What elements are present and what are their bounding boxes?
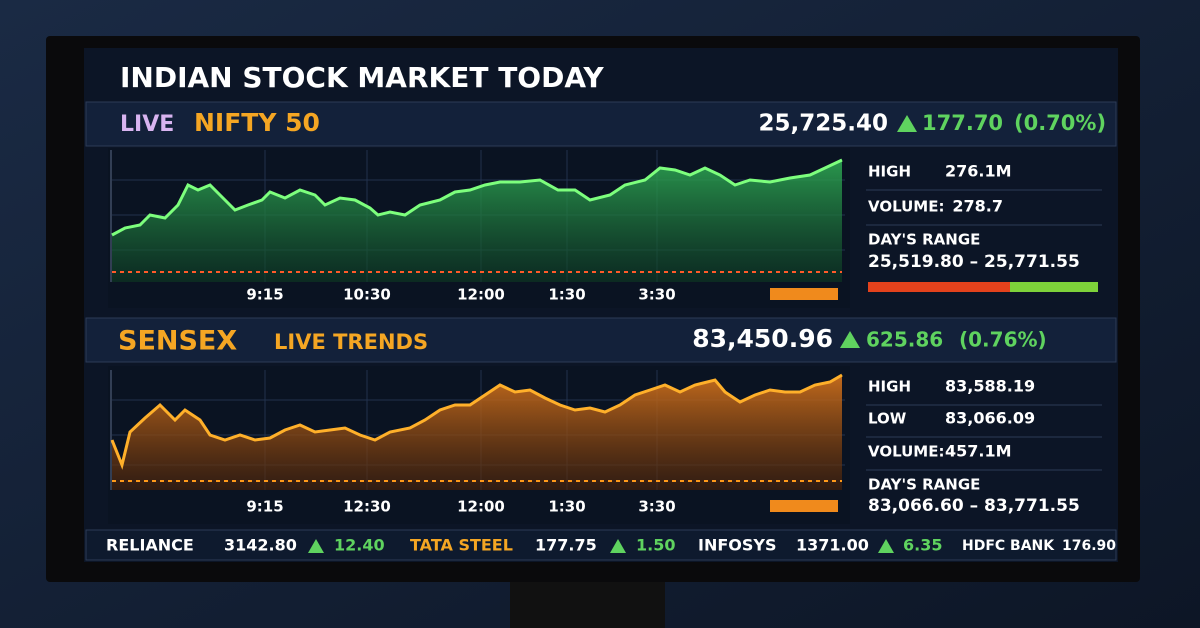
ticker: RELIANCE 3142.80 12.40 TATA STEEL 177.75 1.50… xyxy=(106,536,1116,555)
nifty-header xyxy=(85,101,1117,147)
time-label: 10:30 xyxy=(343,286,391,304)
stat-value: 278.7 xyxy=(952,197,1003,216)
range-label: DAY'S RANGE xyxy=(868,231,980,249)
ticker-name: HDFC BANK xyxy=(962,538,1055,554)
time-label: 1:30 xyxy=(548,286,585,304)
stat-label: HIGH xyxy=(868,163,911,181)
ticker-bar xyxy=(85,529,1117,561)
ticker-change: 1.50 xyxy=(636,536,675,555)
stat-label: HIGH xyxy=(868,378,911,396)
ticker-change: 12.40 xyxy=(334,536,385,555)
ticker-name: TATA STEEL xyxy=(410,536,513,555)
ticker-name: INFOSYS xyxy=(698,536,777,555)
title: INDIAN STOCK MARKET TODAY xyxy=(120,61,604,94)
monitor-stand xyxy=(510,578,665,628)
up-arrow xyxy=(610,539,626,553)
nifty-price: 25,725.40 xyxy=(759,111,889,137)
stat-label: VOLUME: xyxy=(868,443,944,461)
range-value: 83,066.60 – 83,771.55 xyxy=(868,496,1080,516)
range-bar-high xyxy=(1010,282,1098,292)
sensex-header xyxy=(85,317,1117,363)
sensex-price: 83,450.96 xyxy=(692,324,833,353)
stat-label: VOLUME: xyxy=(868,198,944,216)
stat-value: 83,588.19 xyxy=(945,377,1035,396)
range-label: DAY'S RANGE xyxy=(868,476,980,494)
time-label: 9:15 xyxy=(246,498,283,516)
sensex-subtitle: LIVE TRENDS xyxy=(274,330,428,354)
nifty-name: NIFTY 50 xyxy=(194,108,320,137)
nifty-line xyxy=(111,158,843,237)
sensex-change: 625.86 xyxy=(866,328,943,352)
up-arrow xyxy=(308,539,324,553)
time-label: 12:30 xyxy=(343,498,391,516)
up-arrow xyxy=(840,331,860,348)
stat-value: 83,066.09 xyxy=(945,409,1035,428)
sensex-name: SENSEX xyxy=(118,326,237,357)
ticker-name: RELIANCE xyxy=(106,536,194,555)
ticker-price: 1371.00 xyxy=(796,536,869,555)
nifty-area xyxy=(112,160,842,282)
up-arrow xyxy=(897,115,917,132)
sensex-percent: (0.76%) xyxy=(959,328,1047,352)
ticker-change: 6.35 xyxy=(903,536,942,555)
time-label: 3:30 xyxy=(638,286,675,304)
ticker-price: 3142.80 xyxy=(224,536,297,555)
stat-label: LOW xyxy=(868,410,907,428)
sensex-line xyxy=(110,373,843,470)
ticker-price: 177.75 xyxy=(535,536,597,555)
time-label: 9:15 xyxy=(246,286,283,304)
sensex-marker xyxy=(770,500,838,512)
time-label: 12:00 xyxy=(457,286,505,304)
nifty-percent: (0.70%) xyxy=(1014,111,1106,135)
nifty-change: 177.70 xyxy=(922,111,1003,135)
range-bar-low xyxy=(868,282,1010,292)
time-label: 3:30 xyxy=(638,498,675,516)
ticker-price: 176.90 xyxy=(1062,538,1116,554)
up-arrow xyxy=(878,539,894,553)
stat-value: 276.1M xyxy=(945,162,1012,181)
time-label: 1:30 xyxy=(548,498,585,516)
nifty-time-axis: 9:15 10:30 12:00 1:30 3:30 xyxy=(246,286,675,304)
sensex-time-axis: 9:15 12:30 12:00 1:30 3:30 xyxy=(246,498,675,516)
stat-value: 457.1M xyxy=(945,442,1012,461)
time-label: 12:00 xyxy=(457,498,505,516)
nifty-marker xyxy=(770,288,838,300)
nifty-live: LIVE xyxy=(120,112,174,137)
range-value: 25,519.80 – 25,771.55 xyxy=(868,252,1080,272)
sensex-area xyxy=(112,375,842,490)
